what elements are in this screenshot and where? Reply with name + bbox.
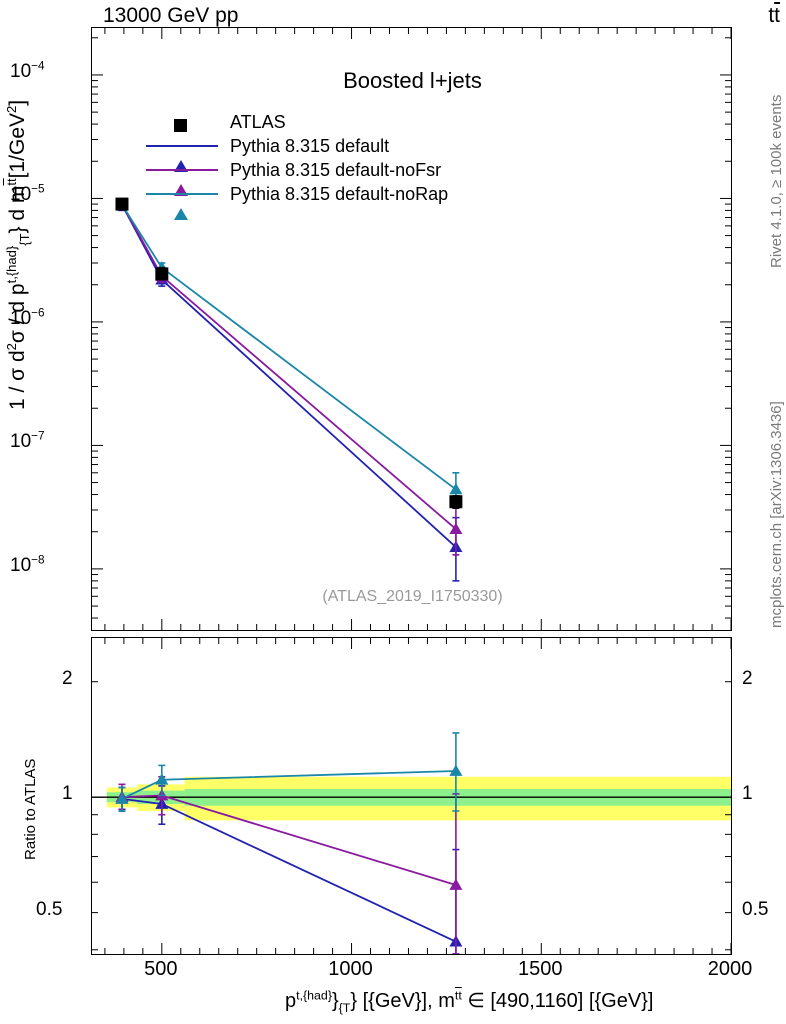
ratio-plot-canvas <box>92 638 731 954</box>
legend-item-norap[interactable]: Pythia 8.315 default-noRap <box>144 182 449 220</box>
ratio-y-tick-label: 2 <box>62 667 73 689</box>
ytitle-part-a: 1 / σ d <box>6 350 29 410</box>
legend-item-default[interactable]: Pythia 8.315 default <box>144 134 448 172</box>
ratio-plot-panel <box>91 637 732 955</box>
rivet-caption: Rivet 4.1.0, ≥ 100k events <box>768 94 785 268</box>
main-y-tick-label: 10−5 <box>10 183 45 206</box>
main-y-axis-title: 1 / σ d2σ / d pt,{had}{T} d mtt[1/GeV2] <box>4 99 33 410</box>
ratio-y-tick-label: 1 <box>62 783 73 805</box>
legend-label: ATLAS <box>230 111 286 132</box>
plot-title: Boosted l+jets <box>343 68 482 93</box>
xtitle-sub1: {T <box>338 1001 351 1015</box>
xtitle-tail: ∈ [490,1160] [{GeV}] <box>461 990 654 1012</box>
ratio-y-tick-label: 0.5 <box>36 898 63 920</box>
legend-key-norap <box>144 182 220 220</box>
legend-key-nofsr <box>144 158 220 196</box>
analysis-watermark: (ATLAS_2019_I1750330) <box>322 588 503 605</box>
mcplots-caption: mcplots.cern.ch [arXiv:1306.3436] <box>768 401 785 628</box>
beam-energy-label: 13000 GeV pp <box>103 4 239 27</box>
ytitle-part-j: ] <box>6 99 29 106</box>
ratio-y-tick-label-right: 0.5 <box>742 898 769 920</box>
legend-label: Pythia 8.315 default-noRap <box>230 183 449 204</box>
x-tick-label: 2000 <box>707 958 753 980</box>
x-tick-label: 500 <box>144 958 178 980</box>
process-label: tt <box>768 4 780 27</box>
xtitle-p: p <box>285 990 297 1012</box>
ytitle-part-b: 2 <box>4 343 19 351</box>
legend-item-nofsr[interactable]: Pythia 8.315 default-noFsr <box>144 158 448 196</box>
xtitle-br: } <box>331 990 339 1012</box>
main-y-tick-label: 10−4 <box>10 59 45 82</box>
legend-label: Pythia 8.315 default-noFsr <box>230 159 442 180</box>
xtitle-sup1: t,{had} <box>296 988 332 1003</box>
ratio-y-tick-label-right: 1 <box>742 783 753 805</box>
main-y-tick-label: 10−7 <box>10 430 45 453</box>
main-y-tick-label: 10−8 <box>10 553 45 576</box>
legend-label: Pythia 8.315 default <box>230 135 390 156</box>
xtitle-sup2: tt <box>454 988 462 1003</box>
legend-key-atlas <box>144 110 220 134</box>
x-tick-label: 1500 <box>518 958 563 980</box>
legend-item-atlas[interactable]: ATLAS <box>144 110 448 134</box>
ytitle-part-d: t,{had} <box>4 245 19 284</box>
main-plot-panel: Boosted l+jets (ATLAS_2019_I1750330) ATL… <box>91 27 732 631</box>
xtitle-mid: } [{GeV}], m <box>350 990 455 1012</box>
antitop-bar: t <box>774 4 780 27</box>
x-axis-title: pt,{had}}{T} [{GeV}], mtt ∈ [490,1160] [… <box>285 988 654 1015</box>
ratio-y-axis-title: Ratio to ATLAS <box>22 758 39 860</box>
ytitle-part-h: [1/GeV <box>6 112 29 179</box>
main-plot-canvas <box>92 28 731 630</box>
square-marker-icon <box>174 116 187 132</box>
ytitle-part-e: {T <box>17 233 33 246</box>
legend-key-default <box>144 134 220 172</box>
legend: ATLAS Pythia 8.315 default Pythia 8.315 … <box>144 110 449 220</box>
main-y-tick-label: 10−6 <box>10 306 45 329</box>
ytitle-part-i: 2 <box>4 105 19 113</box>
x-tick-label: 1000 <box>328 958 373 980</box>
ratio-y-tick-label-right: 2 <box>742 667 753 689</box>
